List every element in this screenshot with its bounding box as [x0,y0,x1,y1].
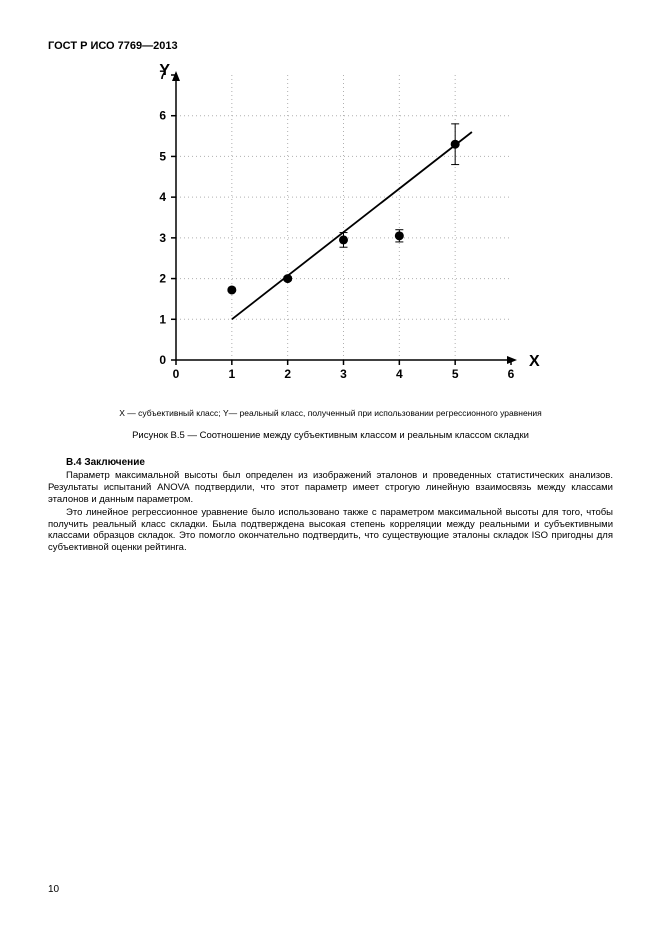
section-title: B.4 Заключение [66,457,613,468]
svg-text:6: 6 [159,109,166,123]
paragraph-1: Параметр максимальной высоты был определ… [48,470,613,506]
svg-text:1: 1 [159,312,166,326]
svg-text:6: 6 [507,367,514,381]
svg-text:4: 4 [159,190,166,204]
svg-text:0: 0 [172,367,179,381]
paragraph-2: Это линейное регрессионное уравнение был… [48,507,613,555]
scatter-chart: 012345601234567XY [121,60,541,400]
chart-container: 012345601234567XY [121,60,541,400]
svg-text:2: 2 [284,367,291,381]
svg-text:5: 5 [451,367,458,381]
doc-header: ГОСТ Р ИСО 7769—2013 [48,40,613,52]
page: ГОСТ Р ИСО 7769—2013 012345601234567XY X… [0,0,661,935]
svg-text:4: 4 [395,367,402,381]
svg-text:X: X [529,353,540,370]
figure-caption: Рисунок B.5 — Соотношение между субъекти… [48,430,613,441]
svg-text:3: 3 [340,367,347,381]
svg-text:5: 5 [159,149,166,163]
svg-text:0: 0 [159,353,166,367]
axis-caption: X — субъективный класс; Y— реальный клас… [48,408,613,418]
svg-text:3: 3 [159,231,166,245]
svg-text:1: 1 [228,367,235,381]
svg-text:Y: Y [159,62,170,79]
svg-text:2: 2 [159,272,166,286]
page-number: 10 [48,884,59,895]
